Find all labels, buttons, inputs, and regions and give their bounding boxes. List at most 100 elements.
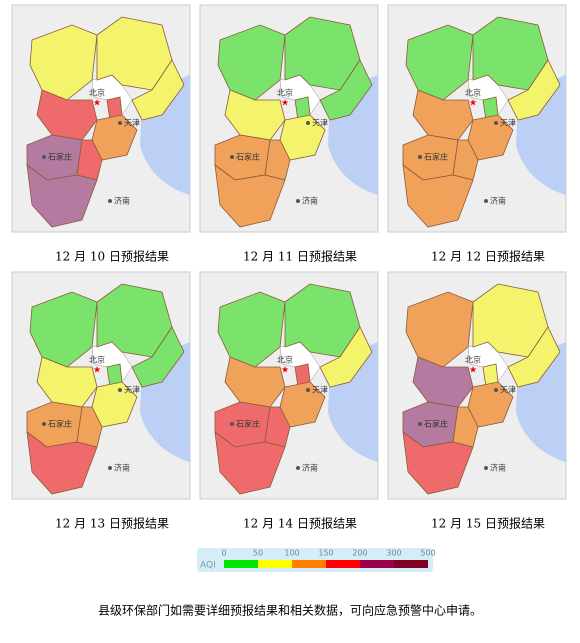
capital-star: ★ [469, 366, 477, 376]
region [319, 59, 373, 121]
city-label: 石家庄 [48, 152, 72, 162]
region [217, 24, 286, 101]
city-label: 天津 [500, 118, 516, 128]
legend-tick-label: 150 [318, 549, 333, 558]
region [36, 89, 98, 141]
city-label: 济南 [490, 196, 506, 206]
city-dot [494, 388, 498, 392]
legend-tick-label: 0 [221, 549, 226, 558]
city-label: 天津 [500, 385, 516, 395]
region [412, 356, 474, 408]
city-dot [118, 121, 122, 125]
capital-star: ★ [281, 99, 289, 109]
city-label: 天津 [312, 385, 328, 395]
legend-tick-label: 300 [386, 549, 401, 558]
city-label: 济南 [114, 463, 130, 473]
region [36, 356, 98, 408]
region [264, 406, 291, 448]
city-label: 北京 [277, 88, 293, 98]
city-label: 天津 [124, 385, 140, 395]
legend-tick-label: 500 [420, 549, 435, 558]
region [76, 139, 103, 181]
region [402, 164, 474, 228]
city-label: 石家庄 [424, 419, 448, 429]
city-dot [230, 422, 234, 426]
panel-caption: 12 月 11 日预报结果 [243, 249, 357, 264]
legend-tick-label: 100 [284, 549, 299, 558]
region [402, 431, 474, 495]
region [319, 326, 373, 388]
legend-swatch [292, 560, 326, 568]
city-label: 北京 [277, 355, 293, 365]
region [412, 89, 474, 141]
city-label: 北京 [465, 355, 481, 365]
city-label: 北京 [89, 355, 105, 365]
city-dot [118, 388, 122, 392]
legend-swatch [224, 560, 258, 568]
capital-star: ★ [469, 99, 477, 109]
city-dot [42, 155, 46, 159]
region [507, 59, 561, 121]
legend-swatch [258, 560, 292, 568]
city-label: 济南 [114, 196, 130, 206]
region [29, 24, 98, 101]
capital-star: ★ [281, 366, 289, 376]
legend-swatch [360, 560, 394, 568]
region [76, 406, 103, 448]
region [214, 431, 286, 495]
legend-tick-label: 200 [352, 549, 367, 558]
city-label: 济南 [490, 463, 506, 473]
city-label: 石家庄 [236, 152, 260, 162]
city-dot [42, 422, 46, 426]
region [26, 431, 98, 495]
city-dot [484, 466, 488, 470]
region [452, 406, 479, 448]
city-label: 天津 [312, 118, 328, 128]
region [29, 291, 98, 368]
panel-caption: 12 月 14 日预报结果 [243, 516, 357, 531]
city-dot [108, 199, 112, 203]
city-label: 北京 [89, 88, 105, 98]
region [214, 164, 286, 228]
panel-caption: 12 月 10 日预报结果 [55, 249, 169, 264]
city-dot [494, 121, 498, 125]
city-label: 天津 [124, 118, 140, 128]
panel-caption: 12 月 15 日预报结果 [431, 516, 545, 531]
note: 县级环保部门如需要详细预报结果和相关数据，可向应急预警中心申请。 [98, 603, 482, 618]
city-dot [306, 121, 310, 125]
region [224, 89, 286, 141]
city-label: 济南 [302, 463, 318, 473]
capital-star: ★ [93, 99, 101, 109]
panel-caption: 12 月 12 日预报结果 [431, 249, 545, 264]
city-label: 石家庄 [424, 152, 448, 162]
city-label: 北京 [465, 88, 481, 98]
region [131, 326, 185, 388]
region [405, 24, 474, 101]
region [131, 59, 185, 121]
region [217, 291, 286, 368]
city-dot [306, 388, 310, 392]
city-label: 石家庄 [236, 419, 260, 429]
legend-swatch [394, 560, 428, 568]
region [264, 139, 291, 181]
city-dot [296, 199, 300, 203]
region [405, 291, 474, 368]
legend-swatch [326, 560, 360, 568]
region [507, 326, 561, 388]
region [452, 139, 479, 181]
city-dot [418, 155, 422, 159]
city-dot [108, 466, 112, 470]
capital-star: ★ [93, 366, 101, 376]
city-dot [296, 466, 300, 470]
legend-label: AQI [200, 561, 216, 571]
city-label: 石家庄 [48, 419, 72, 429]
city-dot [484, 199, 488, 203]
